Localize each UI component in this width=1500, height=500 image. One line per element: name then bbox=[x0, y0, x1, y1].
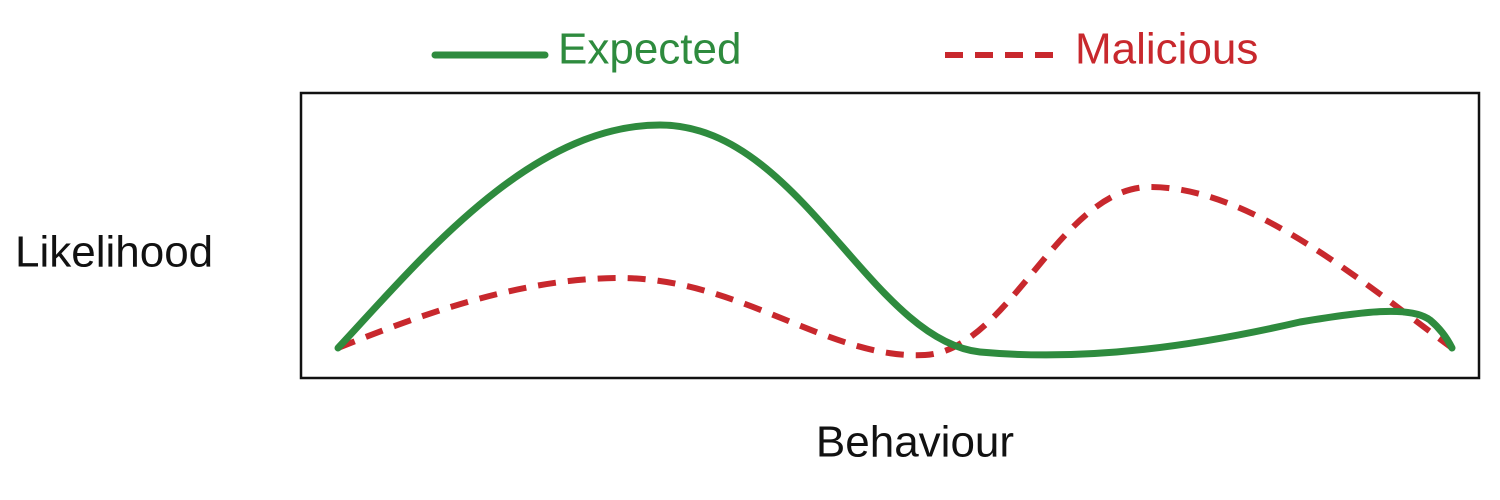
expected-curve bbox=[334, 121, 1456, 359]
legend-label: Expected bbox=[558, 25, 741, 74]
x-axis-label: Behaviour bbox=[816, 418, 1014, 467]
legend-label: Malicious bbox=[1075, 25, 1258, 74]
malicious-curve bbox=[336, 183, 1454, 359]
y-axis-label: Likelihood bbox=[15, 228, 213, 277]
plot-frame bbox=[299, 91, 1481, 380]
